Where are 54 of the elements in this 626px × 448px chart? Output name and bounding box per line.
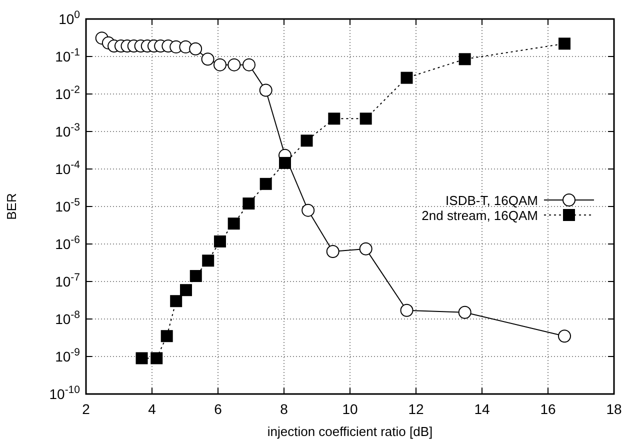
- point: [359, 242, 372, 256]
- point: [228, 218, 240, 230]
- legend-label: 2nd stream, 16QAM: [422, 208, 538, 223]
- y-tick-label: 10$^{-10}$: [49, 384, 80, 402]
- point: [150, 352, 163, 364]
- x-tick-label: 18: [606, 401, 622, 417]
- point: [400, 304, 414, 317]
- y-tick-label: 10$^{-5}$: [55, 196, 80, 214]
- x-tick-label: 10: [342, 401, 358, 417]
- y-tick-label: 10$^{-3}$: [55, 122, 80, 140]
- y-axis-title: BER: [4, 193, 19, 220]
- point: [558, 38, 570, 50]
- point: [242, 58, 256, 72]
- point: [189, 42, 202, 56]
- point: [213, 58, 226, 72]
- y-tick-label: 10$^{-9}$: [55, 346, 80, 364]
- point: [260, 178, 272, 190]
- point: [300, 134, 313, 147]
- point: [136, 352, 148, 364]
- point: [360, 112, 372, 125]
- point: [202, 254, 214, 267]
- point: [400, 72, 413, 84]
- point: [214, 235, 226, 248]
- point: [458, 306, 472, 319]
- point: [259, 84, 272, 97]
- point: [228, 58, 241, 72]
- point: [278, 156, 291, 169]
- y-tick-label: 10$^{-2}$: [55, 84, 80, 102]
- y-tick-label: 10$^{-1}$: [55, 46, 80, 64]
- legend-label: ISDB-T, 16QAM: [446, 193, 538, 208]
- y-tick-label: 10$^{-7}$: [55, 272, 80, 290]
- x-tick-label: 14: [474, 401, 490, 417]
- point: [302, 204, 315, 217]
- point: [458, 53, 471, 66]
- point: [201, 52, 214, 66]
- point: [190, 270, 202, 282]
- point: [160, 330, 173, 342]
- x-tick-label: 16: [540, 401, 556, 417]
- point: [242, 198, 255, 210]
- x-tick-label: 4: [148, 401, 156, 417]
- point: [180, 284, 192, 296]
- x-tick-label: 12: [408, 401, 424, 417]
- x-tick-label: 8: [280, 401, 288, 417]
- point: [326, 245, 340, 258]
- y-tick-label: 10$^{-8}$: [55, 309, 80, 327]
- y-tick-label: 10$^{0}$: [58, 9, 80, 27]
- x-tick-label: 6: [214, 401, 222, 417]
- point: [170, 295, 182, 308]
- x-axis-title: injection coefficient ratio [dB]: [267, 424, 433, 439]
- point: [558, 330, 571, 343]
- y-tick-label: 10$^{-6}$: [55, 234, 80, 252]
- x-tick-label: 2: [82, 401, 90, 417]
- y-tick-label: 10$^{-4}$: [55, 159, 80, 177]
- point: [328, 112, 340, 125]
